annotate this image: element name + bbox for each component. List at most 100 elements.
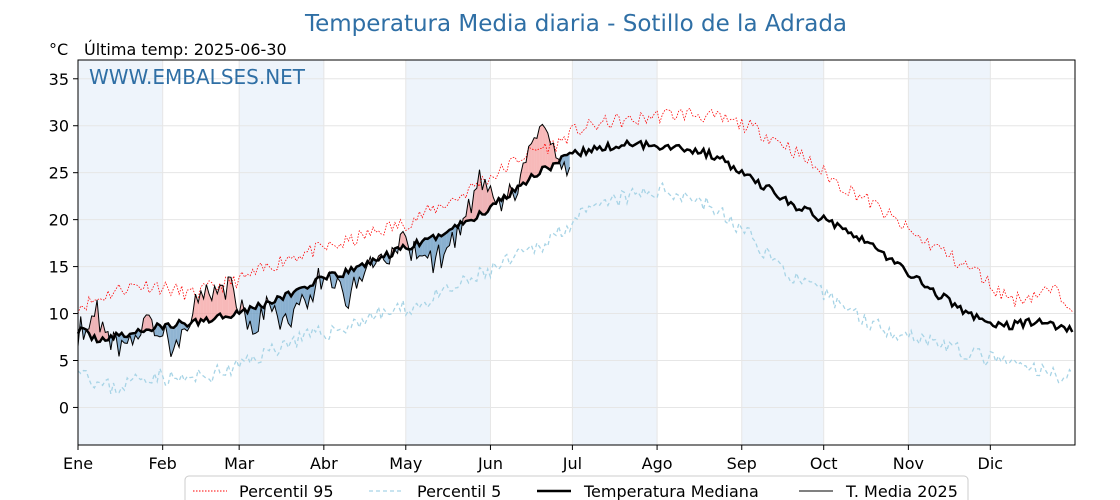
fill-below-median bbox=[252, 307, 256, 335]
legend-p5-label: Percentil 5 bbox=[417, 482, 501, 500]
series-lines bbox=[76, 107, 1074, 395]
y-tick-label: 10 bbox=[49, 305, 69, 324]
fill-above-median bbox=[225, 276, 229, 318]
fill-above-median bbox=[474, 188, 477, 221]
fill-below-median bbox=[173, 325, 177, 350]
series-p95-line bbox=[77, 107, 1073, 314]
x-tick-label: Abr bbox=[310, 454, 338, 473]
month-band bbox=[239, 60, 324, 445]
fill-below-median bbox=[348, 267, 352, 309]
fill-below-median bbox=[310, 285, 313, 302]
legend-box bbox=[184, 475, 969, 500]
fill-below-median bbox=[561, 155, 565, 170]
fill-below-median bbox=[356, 265, 360, 289]
month-band bbox=[572, 60, 658, 445]
fill-above-median bbox=[102, 321, 106, 341]
fill-below-median bbox=[255, 303, 259, 334]
fill-above-median bbox=[214, 285, 218, 319]
series-current-line bbox=[77, 123, 571, 357]
fill-below-median bbox=[566, 152, 570, 176]
fill-below-median bbox=[124, 336, 128, 344]
x-tick-label: Feb bbox=[149, 454, 177, 473]
x-tick-label: Oct bbox=[810, 454, 838, 473]
unit-label: °C bbox=[49, 40, 68, 59]
x-tick-label: Nov bbox=[893, 454, 924, 473]
x-tick-label: Dic bbox=[978, 454, 1004, 473]
fill-below-median bbox=[280, 297, 283, 330]
fill-below-median bbox=[345, 269, 349, 309]
x-tick-label: Mar bbox=[224, 454, 255, 473]
fill-below-median bbox=[446, 229, 450, 248]
watermark: WWW.EMBALSES.NET bbox=[89, 65, 306, 89]
fill-above-median bbox=[198, 290, 201, 325]
fill-below-median bbox=[362, 263, 365, 282]
fill-above-median bbox=[525, 146, 529, 185]
legend-median-label: Temperatura Mediana bbox=[583, 482, 759, 500]
fill-above-median bbox=[528, 143, 532, 180]
fill-above-median bbox=[476, 169, 480, 219]
x-tick-label: Jul bbox=[562, 454, 582, 473]
fill-below-median bbox=[304, 286, 308, 309]
y-tick-label: 15 bbox=[49, 258, 69, 277]
x-tick-label: May bbox=[389, 454, 422, 473]
fill-below-median bbox=[250, 306, 253, 335]
y-tick-label: 30 bbox=[49, 117, 69, 136]
y-tick-label: 0 bbox=[59, 398, 69, 417]
series-p5-line bbox=[77, 181, 1073, 395]
fill-above-median bbox=[211, 285, 215, 322]
fill-below-median bbox=[288, 291, 292, 327]
x-tick-label: Sep bbox=[727, 454, 757, 473]
fill-below-median bbox=[170, 327, 174, 357]
fill-below-median bbox=[359, 263, 363, 282]
fill-below-median bbox=[422, 238, 425, 257]
month-bands bbox=[78, 60, 991, 445]
fill-above-median bbox=[206, 284, 210, 323]
fill-below-median bbox=[301, 286, 305, 300]
fill-above-median bbox=[143, 314, 147, 332]
chart-title: Temperatura Media diaria - Sotillo de la… bbox=[304, 11, 847, 37]
fill-below-median bbox=[277, 296, 281, 330]
fill-below-median bbox=[433, 235, 436, 273]
month-band bbox=[78, 60, 163, 445]
y-axis: 0 5 10 15 20 25 30 35 bbox=[49, 70, 78, 417]
fill-above-median bbox=[220, 285, 223, 319]
fill-below-median bbox=[441, 234, 445, 269]
y-tick-label: 35 bbox=[49, 70, 69, 89]
month-band bbox=[741, 60, 824, 445]
fill-below-median bbox=[318, 268, 322, 290]
legend: Percentil 95 Percentil 5 Temperatura Med… bbox=[184, 475, 969, 500]
plot-frame bbox=[77, 59, 1076, 446]
x-tick-label: Ene bbox=[63, 454, 93, 473]
fill-above-median bbox=[539, 124, 543, 175]
fill-above-median bbox=[94, 300, 98, 343]
fill-above-median bbox=[520, 163, 524, 186]
fill-below-median bbox=[176, 320, 180, 348]
month-band bbox=[908, 60, 991, 445]
fill-above-median bbox=[222, 285, 226, 319]
y-tick-label: 5 bbox=[59, 351, 69, 370]
fill-below-median bbox=[351, 267, 354, 291]
fill-above-median bbox=[490, 185, 494, 207]
fill-below-median bbox=[157, 323, 160, 337]
fill-above-median bbox=[228, 276, 231, 318]
fill-above-median bbox=[536, 126, 540, 177]
fill-below-median bbox=[332, 272, 335, 289]
x-tick-label: Jun bbox=[477, 454, 503, 473]
grid-lines bbox=[77, 60, 1075, 445]
fill-above-median bbox=[209, 294, 212, 323]
fill-above-median bbox=[523, 162, 526, 185]
fill-below-median bbox=[353, 266, 357, 289]
fill-above-median bbox=[484, 179, 488, 215]
fill-below-median bbox=[168, 323, 171, 357]
last-temp-label: Última temp: 2025-06-30 bbox=[84, 40, 287, 59]
fill-below-median bbox=[424, 238, 428, 259]
legend-current-label: T. Media 2025 bbox=[845, 482, 958, 500]
fill-below-median bbox=[296, 288, 300, 305]
fill-above-median bbox=[146, 314, 150, 330]
legend-p95-label: Percentil 95 bbox=[239, 482, 334, 500]
fill-above-median bbox=[542, 124, 546, 168]
fill-above-median bbox=[203, 284, 207, 322]
fill-below-median bbox=[427, 236, 431, 259]
fill-above-median bbox=[534, 137, 537, 177]
